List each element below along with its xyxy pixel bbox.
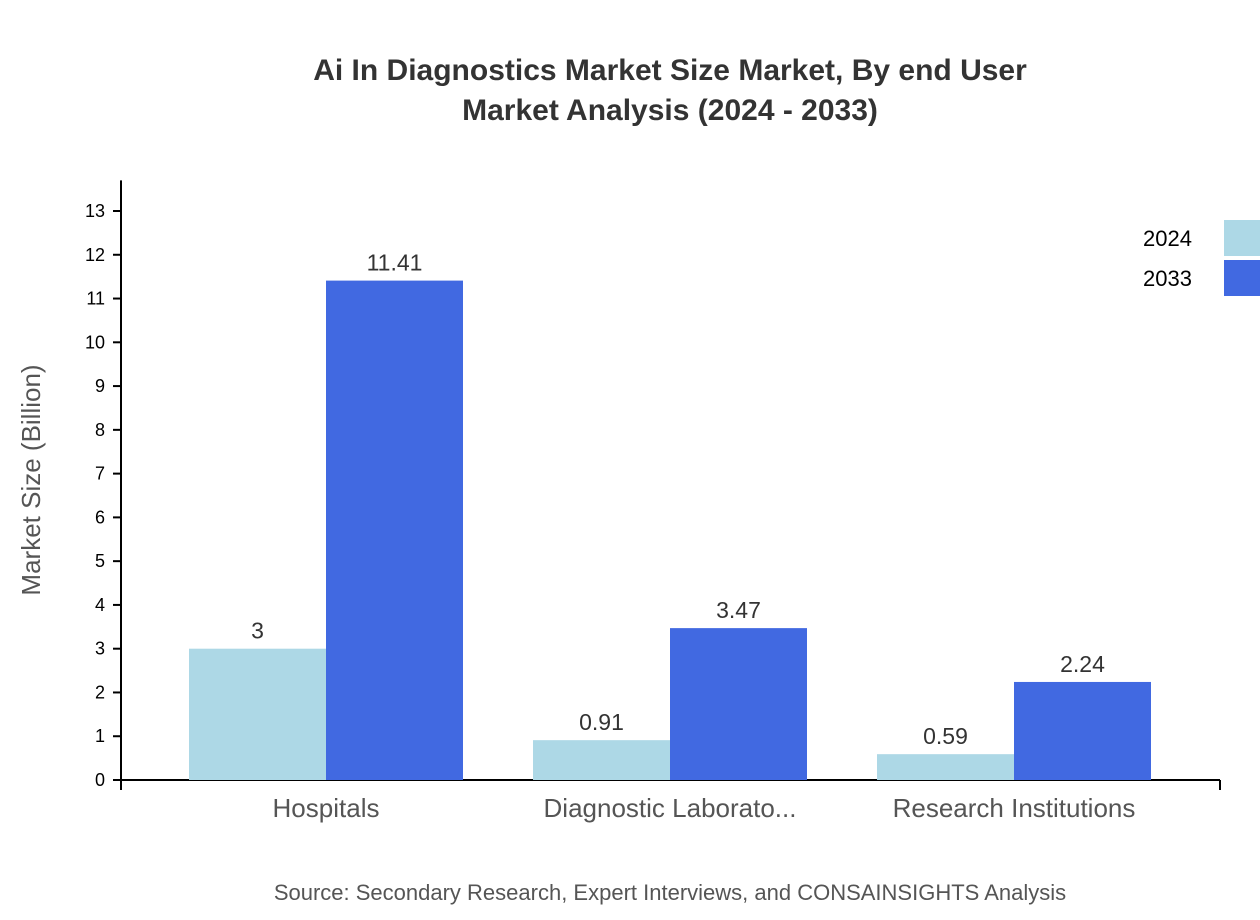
- data-label: 0.91: [579, 709, 624, 735]
- legend-label: 2024: [1143, 226, 1192, 251]
- y-tick-label: 4: [95, 595, 105, 615]
- y-axis-label: Market Size (Billion): [16, 364, 46, 595]
- chart-title-line-2: Market Analysis (2024 - 2033): [462, 94, 878, 127]
- bar-2024: [877, 754, 1014, 780]
- bar-2024: [189, 648, 326, 780]
- x-tick-label: Hospitals: [273, 793, 380, 823]
- y-tick-label: 12: [85, 245, 105, 265]
- y-tick-label: 10: [85, 332, 105, 352]
- y-tick-label: 2: [95, 682, 105, 702]
- bar-2033: [670, 628, 807, 780]
- y-tick-label: 6: [95, 507, 105, 527]
- x-tick-label: Research Institutions: [893, 793, 1136, 823]
- data-label: 3: [251, 618, 264, 644]
- legend: 2024 2033: [1143, 220, 1260, 296]
- y-tick-label: 0: [95, 770, 105, 790]
- bar-2024: [533, 740, 670, 780]
- y-tick-label: 5: [95, 551, 105, 571]
- y-tick-label: 13: [85, 201, 105, 221]
- legend-swatch: [1224, 260, 1260, 296]
- bars: 3 11.41 0.91 3.47 0.59 2.24: [189, 250, 1151, 780]
- y-tick-label: 1: [95, 726, 105, 746]
- chart-title-line-1: Ai In Diagnostics Market Size Market, By…: [313, 54, 1027, 87]
- legend-swatch: [1224, 220, 1260, 256]
- bar-2033: [1014, 681, 1151, 780]
- data-label: 11.41: [367, 250, 423, 276]
- y-tick-label: 3: [95, 639, 105, 659]
- y-tick-label: 9: [95, 376, 105, 396]
- y-tick-label: 7: [95, 464, 105, 484]
- data-label: 0.59: [923, 723, 968, 749]
- bar-2033: [326, 280, 463, 780]
- data-label: 3.47: [716, 597, 761, 623]
- source-note: Source: Secondary Research, Expert Inter…: [274, 880, 1066, 905]
- legend-label: 2033: [1143, 266, 1192, 291]
- y-tick-label: 8: [95, 420, 105, 440]
- x-tick-label: Diagnostic Laborato...: [544, 793, 797, 823]
- data-label: 2.24: [1060, 651, 1105, 677]
- y-tick-label: 11: [86, 289, 105, 309]
